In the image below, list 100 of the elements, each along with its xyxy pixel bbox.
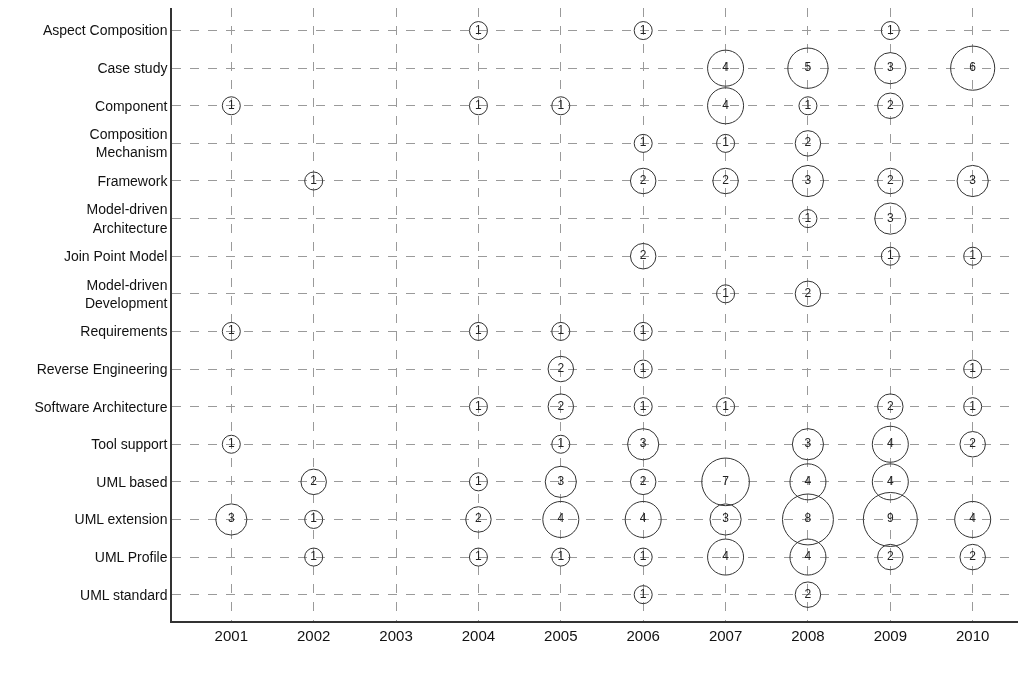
data-label: 2: [969, 436, 977, 451]
data-label: 1: [310, 511, 318, 526]
x-tick-label: 2010: [956, 626, 990, 644]
data-label: 1: [227, 323, 235, 338]
y-tick-label: Component: [95, 97, 168, 114]
data-label: 3: [804, 436, 812, 451]
data-label: 1: [227, 97, 235, 112]
x-tick-label: 2007: [708, 626, 743, 644]
data-label: 1: [557, 97, 565, 112]
data-label: 1: [969, 248, 977, 263]
data-label: 1: [475, 549, 483, 564]
data-label: 4: [886, 473, 894, 488]
data-label: 2: [969, 549, 977, 564]
x-tick-label: 2004: [461, 626, 496, 644]
data-label: 1: [639, 22, 647, 37]
data-label: 3: [886, 210, 894, 225]
y-tick-label: Requirements: [80, 323, 168, 340]
data-label: 4: [639, 511, 647, 526]
data-label: 3: [969, 172, 977, 187]
y-tick-label: Case study: [97, 60, 168, 77]
data-label: 3: [722, 511, 730, 526]
data-label: 2: [557, 398, 565, 413]
y-tick-label: UML extension: [74, 511, 168, 528]
data-label: 2: [310, 473, 318, 488]
y-tick-label: UML Profile: [94, 548, 168, 565]
y-tick-label: Join Point Model: [63, 248, 168, 265]
data-label: 8: [804, 511, 812, 526]
data-label: 1: [475, 323, 483, 338]
data-label: 1: [639, 398, 647, 413]
data-label: 3: [557, 473, 565, 488]
data-label: 1: [557, 549, 565, 564]
data-label: 7: [722, 473, 730, 488]
data-label: 9: [886, 511, 894, 526]
x-tick-label: 2008: [791, 626, 825, 644]
data-label: 4: [886, 436, 894, 451]
data-label: 1: [475, 97, 483, 112]
data-label: 1: [886, 248, 894, 263]
data-label: 1: [639, 361, 647, 376]
x-tick-label: 2005: [544, 626, 578, 644]
data-label: 2: [475, 511, 483, 526]
data-label: 1: [639, 135, 647, 150]
x-tick-label: 2009: [873, 626, 908, 644]
data-label: 2: [639, 473, 647, 488]
data-label: 1: [804, 210, 812, 225]
data-label: 1: [639, 586, 647, 601]
y-tick-label: UML based: [96, 473, 168, 490]
data-label: 5: [804, 60, 812, 75]
data-label: 1: [310, 172, 318, 187]
data-label: 4: [557, 511, 565, 526]
x-tick-label: 2001: [214, 626, 248, 644]
y-tick-label: Composition Mechanism: [89, 126, 168, 161]
data-label: 1: [886, 22, 894, 37]
data-label: 4: [722, 97, 730, 112]
data-label: 1: [475, 22, 483, 37]
data-label: 4: [722, 549, 730, 564]
y-tick-label: Software Architecture: [34, 398, 168, 415]
y-tick-label: Model-driven Development: [84, 276, 168, 311]
x-tick-label: 2002: [297, 626, 331, 644]
data-label: 1: [310, 549, 318, 564]
y-tick-label: Tool support: [91, 436, 168, 453]
data-label: 2: [804, 586, 812, 601]
y-tick-label: Reverse Engineering: [36, 360, 168, 377]
data-label: 1: [722, 398, 730, 413]
data-label: 6: [969, 60, 977, 75]
data-label: 1: [475, 473, 483, 488]
data-label: 3: [227, 511, 235, 526]
data-label: 1: [722, 135, 730, 150]
data-label: 1: [639, 549, 647, 564]
x-tick-label: 2003: [379, 626, 413, 644]
data-label: 1: [969, 398, 977, 413]
data-label: 1: [969, 361, 977, 376]
data-label: 2: [804, 285, 812, 300]
data-label: 3: [639, 436, 647, 451]
data-label: 4: [722, 60, 730, 75]
y-tick-label: Framework: [97, 172, 169, 189]
data-label: 2: [722, 172, 730, 187]
data-label: 2: [886, 172, 894, 187]
data-label: 3: [886, 60, 894, 75]
data-label: 4: [969, 511, 977, 526]
y-tick-label: Aspect Composition: [42, 22, 168, 39]
data-label: 2: [639, 172, 647, 187]
data-label: 1: [557, 323, 565, 338]
x-tick-label: 2006: [626, 626, 660, 644]
data-label: 2: [804, 135, 812, 150]
data-label: 2: [886, 398, 894, 413]
data-label: 4: [804, 549, 812, 564]
data-label: 1: [804, 97, 812, 112]
data-label: 2: [639, 248, 647, 263]
data-label: 1: [722, 285, 730, 300]
y-tick-label: Model-driven Architecture: [86, 201, 168, 236]
data-label: 2: [557, 361, 565, 376]
data-label: 2: [886, 549, 894, 564]
data-label: 3: [804, 172, 812, 187]
data-label: 1: [639, 323, 647, 338]
y-tick-label: UML standard: [80, 586, 168, 603]
data-label: 4: [804, 473, 812, 488]
data-label: 1: [475, 398, 483, 413]
data-label: 2: [886, 97, 894, 112]
data-label: 1: [227, 436, 235, 451]
data-label: 1: [557, 436, 565, 451]
